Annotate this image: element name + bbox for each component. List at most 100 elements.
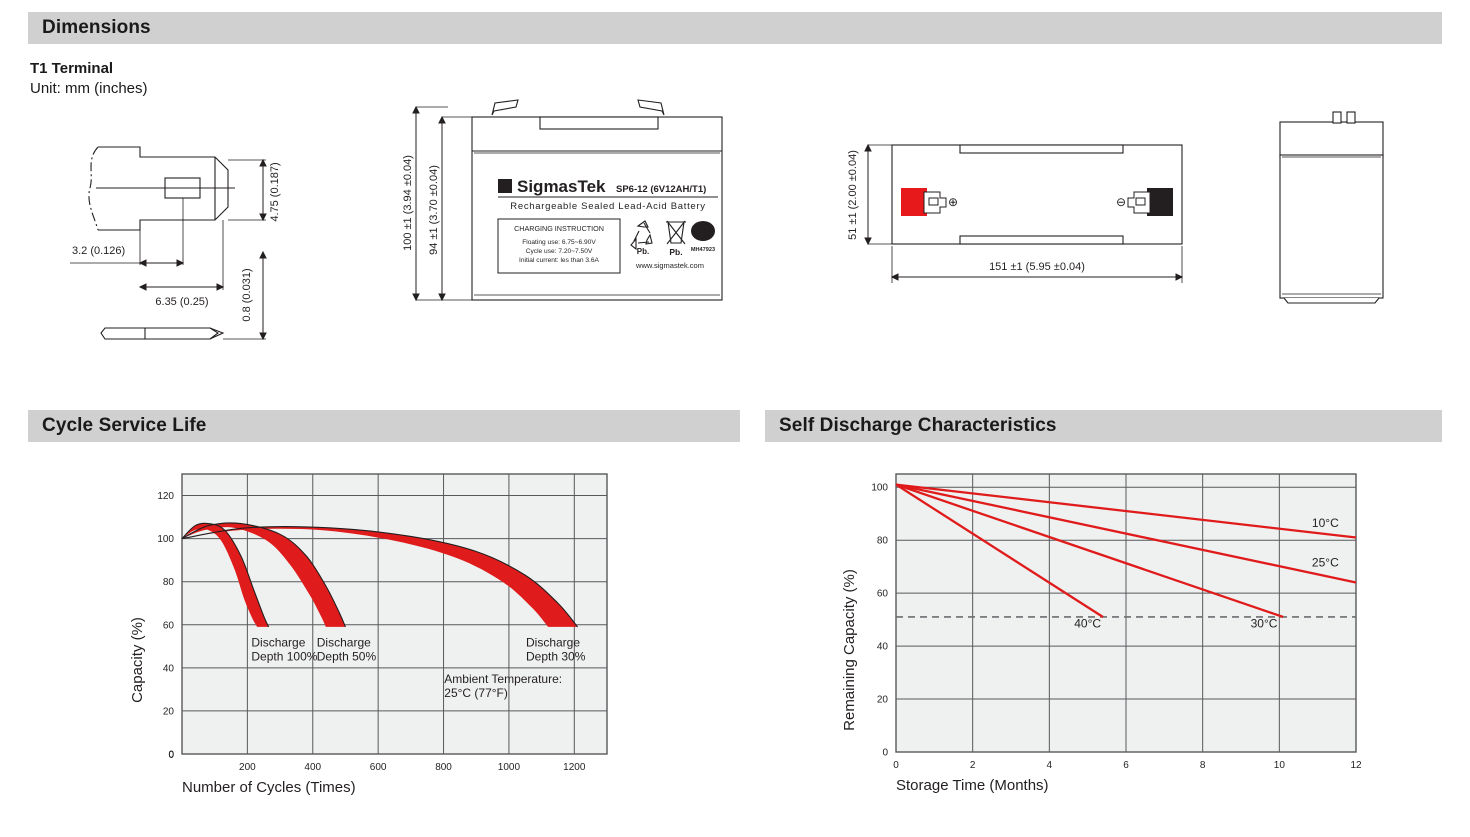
battery-front-view: 100 ±1 (3.94 ±0.04) 94 ±1 (3.70 ±0.04): [400, 95, 740, 310]
cycle-x-tick: 800: [435, 762, 452, 773]
cycle-y-tick: 120: [157, 491, 174, 502]
brand-sigma-glyph: Σ: [501, 180, 508, 194]
ul-file-number: MH47923: [691, 247, 715, 253]
negative-terminal-block: [1147, 188, 1173, 216]
section-header-self-discharge: Self Discharge Characteristics: [765, 410, 1442, 442]
brand-name: SigmasTek: [517, 177, 606, 196]
cycle-annotation: Discharge: [317, 635, 371, 649]
cycle-band: [182, 526, 578, 627]
cycle-band: [182, 523, 269, 627]
cycle-outline: [181, 522, 270, 628]
cycle-y-tick: 20: [163, 706, 175, 717]
cycle-service-life-chart: 0 20 40 60 80 100 120 200 400 600 800 1000 1200 0 Di…: [120, 460, 630, 800]
section-title-self-discharge: Self Discharge Characteristics: [779, 415, 1057, 436]
self-discharge-x-tick: 12: [1350, 760, 1362, 771]
dim-terminal-height: 4.75 (0.187): [269, 162, 281, 221]
section-header-cycle-service-life: Cycle Service Life: [28, 410, 740, 442]
self-discharge-line-10°C: [895, 483, 1357, 539]
self-discharge-gridlines: [896, 474, 1357, 752]
positive-terminal-block: [901, 188, 927, 216]
cycle-annotation: Ambient Temperature:: [444, 672, 562, 686]
self-discharge-series: [895, 483, 1357, 619]
cycle-annotation: Discharge: [526, 635, 580, 649]
self-discharge-x-axis-label: Storage Time (Months): [896, 777, 1049, 794]
charging-line-2: Initial current: les than 3.6A: [519, 257, 600, 264]
dim-terminal-offset: 3.2 (0.126): [72, 245, 125, 257]
section-title-dimensions: Dimensions: [42, 17, 151, 38]
self-discharge-y-tick: 0: [882, 748, 888, 759]
cycle-y-tick: 80: [163, 577, 175, 588]
self-discharge-x-tick: 0: [893, 760, 899, 771]
cycle-x-tick: 1200: [563, 762, 586, 773]
self-discharge-y-tick: 20: [877, 695, 889, 706]
cycle-x-tick: 200: [239, 762, 256, 773]
self-discharge-y-ticks: 0 20 40 60 80 100: [871, 483, 888, 759]
negative-polarity-icon: ⊖: [1116, 195, 1126, 209]
self-discharge-annotations: 10°C 25°C 40°C 30°C: [1074, 516, 1339, 631]
charging-line-1: Cycle use: 7.20~7.50V: [526, 248, 593, 255]
dim-battery-case-height: 94 ±1 (3.70 ±0.04): [428, 165, 440, 255]
self-discharge-annotation: 10°C: [1312, 516, 1339, 530]
dim-battery-length: 151 ±1 (5.95 ±0.04): [989, 261, 1085, 273]
charging-line-0: Floating use: 6.75~6.90V: [522, 239, 596, 246]
self-discharge-x-tick: 2: [970, 760, 976, 771]
charging-instruction-box: [497, 218, 621, 274]
cycle-y-ticks: 0 20 40 60 80 100 120: [157, 491, 174, 760]
dim-terminal-length: 6.35 (0.25): [155, 296, 208, 308]
cycle-x-tick: 600: [370, 762, 387, 773]
cycle-annotation: Discharge: [251, 635, 305, 649]
svg-text:UL: UL: [696, 227, 711, 239]
disposal-pb-label: Pb.: [669, 247, 682, 257]
self-discharge-line-25°C: [895, 483, 1357, 584]
battery-side-view: [1255, 110, 1395, 310]
brand-mark-box: [498, 179, 512, 193]
terminal-heading: T1 Terminal: [30, 60, 114, 77]
cycle-x-ticks: 200 400 600 800 1000 1200 0: [168, 750, 585, 773]
battery-website: www.sigmastek.com: [635, 261, 704, 270]
self-discharge-annotation: 30°C: [1251, 617, 1278, 631]
cycle-y-tick: 60: [163, 620, 175, 631]
cycle-annotation: Depth 30%: [526, 649, 586, 663]
self-discharge-x-tick: 10: [1274, 760, 1286, 771]
battery-model: SP6-12 (6V12AH/T1): [616, 184, 706, 195]
cycle-annotation: Depth 100%: [251, 649, 317, 663]
self-discharge-annotation: 40°C: [1074, 617, 1101, 631]
cycle-x-tick: 400: [304, 762, 321, 773]
self-discharge-chart: 0 20 40 60 80 100 0 2 4 6 8 10 12 10°C 25°C 40°C 30°C …: [830, 460, 1375, 800]
no-disposal-icon: [666, 220, 686, 245]
cycle-y-tick: 100: [157, 534, 174, 545]
cycle-data-bands: [182, 522, 578, 627]
self-discharge-x-ticks: 0 2 4 6 8 10 12: [893, 760, 1362, 771]
t1-terminal-drawing: 4.75 (0.187) 3.2 (0.126) 6.35 (0.25): [60, 130, 360, 360]
cycle-band: [182, 522, 346, 627]
cycle-y-tick: 0: [168, 750, 174, 761]
cycle-annotation: Depth 50%: [317, 649, 377, 663]
self-discharge-y-tick: 80: [877, 536, 889, 547]
self-discharge-line-40°C: [895, 483, 1104, 618]
battery-subtitle: Rechargeable Sealed Lead-Acid Battery: [510, 201, 705, 212]
self-discharge-line-30°C: [895, 483, 1284, 619]
ul-icon: UL: [691, 221, 715, 241]
cycle-gridlines: [182, 474, 607, 754]
recycle-pb-label: Pb.: [637, 247, 649, 256]
cycle-outline: [181, 526, 579, 628]
dim-battery-total-height: 100 ±1 (3.94 ±0.04): [402, 155, 414, 251]
battery-top-view: 51 ±1 (2.00 ±0.04) ⊕ ⊖: [840, 120, 1230, 305]
section-title-cycle-service-life: Cycle Service Life: [42, 415, 207, 436]
self-discharge-x-tick: 4: [1047, 760, 1053, 771]
self-discharge-annotation: 25°C: [1312, 556, 1339, 570]
section-header-dimensions: Dimensions: [28, 12, 1442, 44]
cycle-annotation: 25°C (77°F): [444, 686, 508, 700]
self-discharge-y-axis-label: Remaining Capacity (%): [841, 569, 858, 731]
cycle-data-outlines: [181, 522, 579, 628]
terminal-unit-note: Unit: mm (inches): [30, 80, 148, 97]
self-discharge-y-tick: 60: [877, 589, 889, 600]
self-discharge-y-tick: 40: [877, 642, 889, 653]
cycle-y-tick: 40: [163, 663, 175, 674]
dim-battery-width: 51 ±1 (2.00 ±0.04): [847, 150, 859, 240]
cycle-y-axis-label: Capacity (%): [129, 617, 146, 703]
recycle-icon: [630, 220, 653, 251]
self-discharge-y-tick: 100: [871, 483, 888, 494]
dim-terminal-thickness: 0.8 (0.031): [241, 268, 253, 321]
